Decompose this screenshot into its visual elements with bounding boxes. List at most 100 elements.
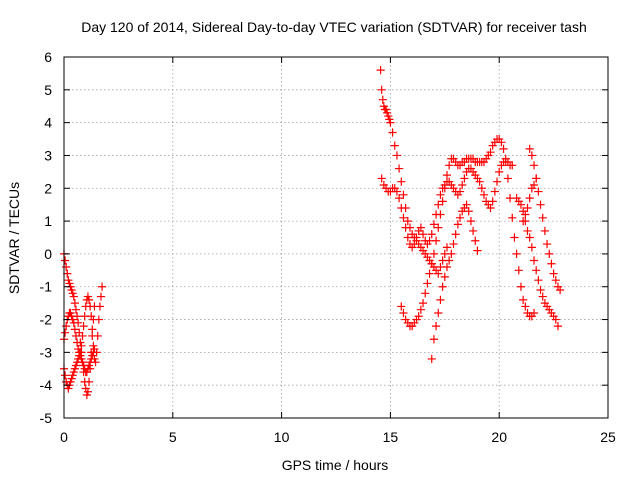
data-point bbox=[512, 249, 521, 259]
data-point bbox=[438, 282, 447, 291]
data-point bbox=[521, 302, 530, 311]
data-point bbox=[440, 184, 449, 193]
data-point bbox=[397, 177, 406, 186]
data-point bbox=[436, 210, 445, 219]
data-point bbox=[479, 190, 489, 199]
data-point bbox=[510, 233, 519, 242]
data-point bbox=[534, 276, 543, 285]
data-point bbox=[425, 269, 434, 278]
data-point bbox=[385, 115, 394, 124]
data-point bbox=[74, 354, 83, 364]
data-point bbox=[556, 285, 565, 295]
data-point bbox=[529, 308, 539, 318]
data-point bbox=[429, 335, 439, 344]
y-tick-label: 0 bbox=[44, 246, 52, 262]
data-point bbox=[527, 151, 536, 160]
data-point bbox=[421, 289, 430, 298]
data-point bbox=[525, 144, 534, 153]
data-point bbox=[431, 236, 441, 245]
data-point bbox=[464, 207, 473, 216]
data-point bbox=[97, 282, 107, 291]
data-point bbox=[414, 312, 423, 321]
y-tick-label: -3 bbox=[40, 344, 53, 360]
data-point bbox=[529, 256, 539, 265]
data-point bbox=[551, 315, 560, 324]
data-point bbox=[70, 325, 79, 334]
data-point bbox=[438, 197, 447, 206]
data-point bbox=[445, 256, 454, 265]
data-point bbox=[423, 279, 432, 288]
data-point bbox=[471, 236, 480, 245]
data-point bbox=[434, 269, 443, 278]
data-point bbox=[79, 322, 88, 331]
data-point bbox=[67, 285, 76, 295]
data-point bbox=[71, 361, 81, 370]
data-point bbox=[505, 194, 515, 203]
data-point bbox=[395, 164, 404, 173]
data-point bbox=[68, 289, 77, 298]
y-tick-label: 2 bbox=[44, 180, 52, 196]
data-point bbox=[72, 358, 82, 367]
y-tick-labels: -5 -4 -3 -2 -1 0 1 2 3 4 5 6 bbox=[40, 49, 53, 426]
data-point bbox=[83, 364, 93, 373]
data-point bbox=[412, 233, 421, 242]
data-point bbox=[431, 322, 441, 331]
data-point bbox=[497, 138, 506, 147]
data-point bbox=[468, 226, 478, 236]
y-tick-label: 6 bbox=[44, 49, 52, 65]
data-point bbox=[392, 151, 402, 160]
data-point bbox=[395, 194, 404, 203]
chart-title: Day 120 of 2014, Sidereal Day-to-day VTE… bbox=[81, 19, 587, 35]
data-point bbox=[82, 390, 91, 400]
data-point bbox=[553, 322, 563, 331]
data-point bbox=[377, 174, 386, 183]
data-point bbox=[447, 249, 456, 259]
data-point bbox=[410, 239, 419, 249]
y-tick-label: 5 bbox=[44, 82, 52, 98]
y-tick-label: 3 bbox=[44, 147, 52, 163]
data-point bbox=[69, 318, 78, 327]
data-point bbox=[397, 302, 406, 311]
data-point bbox=[60, 328, 70, 337]
data-point bbox=[440, 272, 449, 281]
x-axis-title: GPS time / hours bbox=[282, 457, 389, 473]
data-point bbox=[449, 239, 458, 249]
data-point bbox=[475, 177, 484, 186]
data-point bbox=[436, 190, 445, 199]
x-tick-label: 10 bbox=[274, 429, 290, 445]
data-point bbox=[453, 220, 462, 229]
data-point bbox=[70, 299, 79, 308]
data-point bbox=[540, 226, 549, 236]
data-point bbox=[429, 220, 439, 229]
data-point bbox=[418, 299, 428, 308]
data-point bbox=[84, 361, 94, 370]
data-point bbox=[90, 354, 99, 364]
data-point bbox=[462, 200, 471, 209]
data-point bbox=[501, 157, 510, 167]
x-tick-label: 5 bbox=[169, 429, 177, 445]
data-point bbox=[477, 184, 486, 193]
data-point bbox=[525, 194, 534, 203]
y-tick-label: -2 bbox=[40, 312, 53, 328]
data-point bbox=[67, 374, 76, 383]
data-point bbox=[486, 203, 495, 213]
data-point bbox=[532, 266, 541, 275]
data-point bbox=[534, 187, 543, 196]
x-tick-label: 0 bbox=[60, 429, 68, 445]
data-point bbox=[69, 367, 78, 377]
x-tick-label: 20 bbox=[491, 429, 507, 445]
data-point bbox=[486, 148, 495, 157]
data-point bbox=[549, 269, 558, 278]
data-point bbox=[538, 292, 547, 301]
data-point bbox=[63, 269, 72, 278]
data-point bbox=[78, 331, 87, 341]
data-point bbox=[390, 141, 399, 150]
data-point bbox=[83, 387, 93, 396]
data-point bbox=[521, 210, 530, 219]
data-point bbox=[536, 200, 545, 209]
data-point bbox=[527, 243, 536, 252]
axis-ticks bbox=[63, 56, 609, 419]
data-point bbox=[519, 216, 528, 226]
data-point bbox=[455, 213, 465, 222]
data-point bbox=[88, 325, 97, 334]
